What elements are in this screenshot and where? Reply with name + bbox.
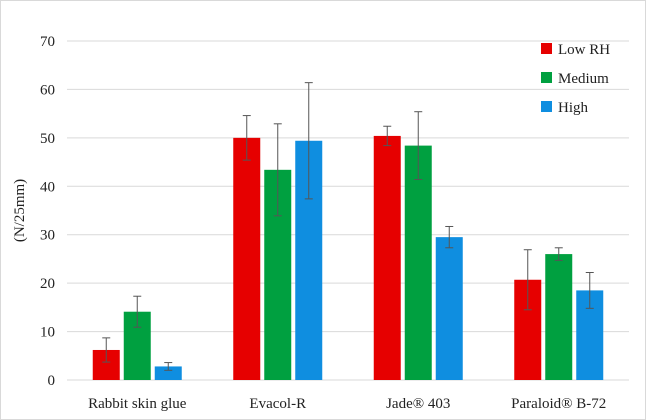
bar-low-rh: [233, 137, 261, 380]
legend-swatch: [541, 101, 552, 112]
bar-high: [154, 366, 182, 380]
category-label: Paraloid® B-72: [511, 396, 606, 412]
legend-swatch: [541, 72, 552, 83]
bar-medium: [404, 145, 432, 380]
y-tick-label: 30: [40, 228, 55, 244]
y-tick-label: 50: [40, 131, 55, 147]
y-tick-label: 60: [40, 82, 55, 98]
category-label: Rabbit skin glue: [88, 396, 187, 412]
bar-low-rh: [373, 135, 401, 380]
legend-swatch: [541, 43, 552, 54]
y-tick-label: 40: [40, 179, 55, 195]
y-tick-label: 70: [40, 34, 55, 50]
category-label: Jade® 403: [386, 396, 450, 412]
y-tick-label: 10: [40, 325, 55, 341]
y-axis-title: (N/25mm): [12, 179, 28, 242]
legend-label: Medium: [558, 71, 609, 87]
y-tick-label: 0: [48, 373, 56, 389]
legend-label: High: [558, 100, 589, 116]
bar-medium: [545, 254, 573, 380]
category-label: Evacol-R: [249, 396, 306, 412]
y-tick-label: 20: [40, 276, 55, 292]
bar-high: [435, 237, 463, 380]
legend-label: Low RH: [558, 42, 610, 58]
